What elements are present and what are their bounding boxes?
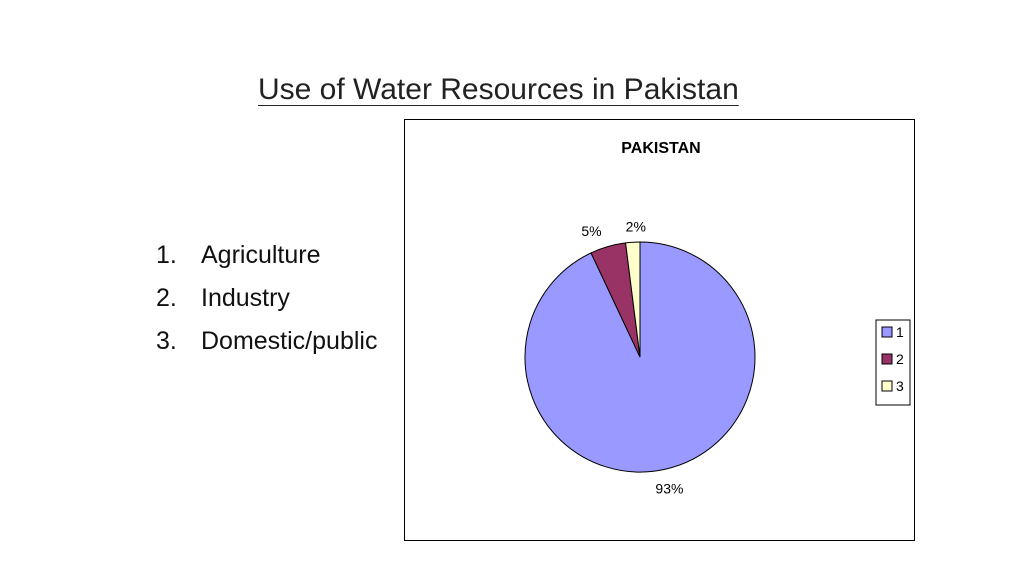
chart-frame: PAKISTAN 93% 5% 2% 1 2 3: [404, 119, 915, 541]
list-item-number: 2.: [156, 284, 177, 312]
list-item: 2. Industry: [156, 277, 377, 320]
chart-legend: 1 2 3: [875, 319, 911, 406]
list-item-label: Agriculture: [201, 241, 321, 269]
water-use-list: 1. Agriculture 2. Industry 3. Domestic/publ…: [156, 234, 377, 363]
list-item: 1. Agriculture: [156, 234, 377, 277]
legend-label-1: 1: [896, 324, 904, 340]
list-item-number: 3.: [156, 327, 177, 355]
legend-swatch-2: [881, 353, 893, 365]
pie-slices: [524, 241, 756, 473]
legend-label-3: 3: [896, 378, 904, 394]
data-label-1: 93%: [655, 481, 683, 497]
legend-label-2: 2: [896, 351, 904, 367]
list-item-label: Domestic/public: [201, 327, 378, 355]
list-item: 3. Domestic/public: [156, 320, 377, 363]
list-item-number: 1.: [156, 241, 177, 269]
list-item-label: Industry: [201, 284, 290, 312]
pie-slice-3: [625, 241, 641, 358]
pie-chart: PAKISTAN 93% 5% 2% 1 2 3: [524, 140, 911, 497]
chart-title: PAKISTAN: [621, 140, 700, 157]
legend-swatch-1: [881, 326, 893, 338]
data-label-2: 5%: [581, 223, 601, 239]
legend-swatch-3: [881, 380, 893, 392]
legend-box: [875, 319, 911, 406]
data-label-3: 2%: [626, 218, 646, 234]
pie-data-labels: 93% 5% 2%: [581, 218, 683, 496]
slide-title: Use of Water Resources in Pakistan: [258, 73, 739, 106]
